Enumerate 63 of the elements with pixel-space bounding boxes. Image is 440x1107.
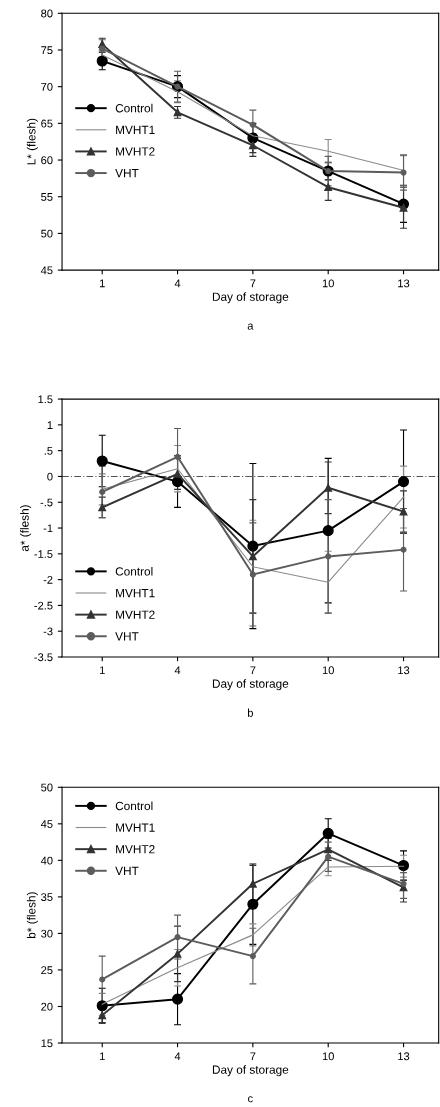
y-tick-label: 35 [41,893,53,902]
legend-label: MVHT1 [116,589,155,598]
legend-label: Control [115,566,153,576]
x-tick-label: 13 [398,279,410,288]
y-tick-label: -.5 [40,498,53,507]
y-tick-label: 0 [47,472,53,481]
x-tick-label: 10 [322,1052,334,1061]
text: b [247,708,253,717]
y-axis-title: a* (flesh) [20,505,32,552]
x-axis-title: Day of storage [212,1065,289,1077]
legend-label: Control [115,103,153,113]
y-tick-label: 50 [41,229,53,238]
y-tick-label: 55 [41,193,53,201]
y-tick-label: 50 [41,783,53,792]
y-tick-label: 70 [41,82,53,91]
y-tick-label: .5 [44,447,53,455]
legend-label: MVHT2 [116,147,155,156]
x-tick-label: 7 [250,1052,256,1061]
y-tick-label: 60 [41,156,53,165]
x-tick-label: 13 [398,1052,410,1061]
x-axis-title: Day of storage [212,292,289,304]
y-tick-label: 15 [41,1039,53,1048]
x-tick-label: 4 [174,279,181,288]
y-tick-label: -1.5 [34,550,53,558]
y-tick-label: 45 [40,820,53,828]
y-tick-label: -1 [43,524,53,533]
y-tick-label: 80 [41,9,53,18]
x-axis-title: Day of storage [212,679,289,691]
y-axis-title: b* (flesh) [26,892,38,939]
legend-label: MVHT2 [116,845,155,854]
legend-label: MVHT2 [116,610,155,619]
y-tick-label: -3 [43,627,53,636]
y-tick-label: 25 [41,966,53,975]
legend-label: VHT [115,169,139,178]
text: c [248,1096,253,1103]
x-tick-label: 1 [99,279,105,288]
y-tick-label: 30 [41,929,53,938]
y-tick-label: -3.5 [34,653,53,662]
x-tick-label: 4 [174,666,181,675]
y-tick-label: 40 [40,856,53,865]
y-tick-label: 65 [41,119,53,128]
y-tick-label: 20 [41,1002,53,1011]
x-tick-label: 7 [250,279,256,288]
x-tick-label: 4 [174,1052,181,1061]
x-tick-label: 7 [250,666,256,675]
y-tick-label: -2.5 [34,601,53,610]
text: a [247,323,254,330]
legend-label: Control [115,801,153,811]
y-tick-label: 1.5 [38,395,53,404]
x-tick-label: 1 [99,1052,105,1061]
legend-label: MVHT1 [116,823,155,832]
y-tick-label: 75 [41,46,53,55]
y-tick-label: -2 [43,575,53,584]
y-axis-title: L* (flesh) [26,118,38,165]
legend-label: MVHT1 [116,125,155,134]
x-tick-label: 13 [398,666,410,675]
legend-label: VHT [115,632,139,641]
y-tick-label: 45 [40,266,53,275]
x-tick-label: 10 [322,279,334,288]
legend-label: VHT [115,866,139,875]
x-tick-label: 1 [99,666,105,675]
y-tick-label: 1 [47,421,53,429]
x-tick-label: 10 [322,666,334,675]
